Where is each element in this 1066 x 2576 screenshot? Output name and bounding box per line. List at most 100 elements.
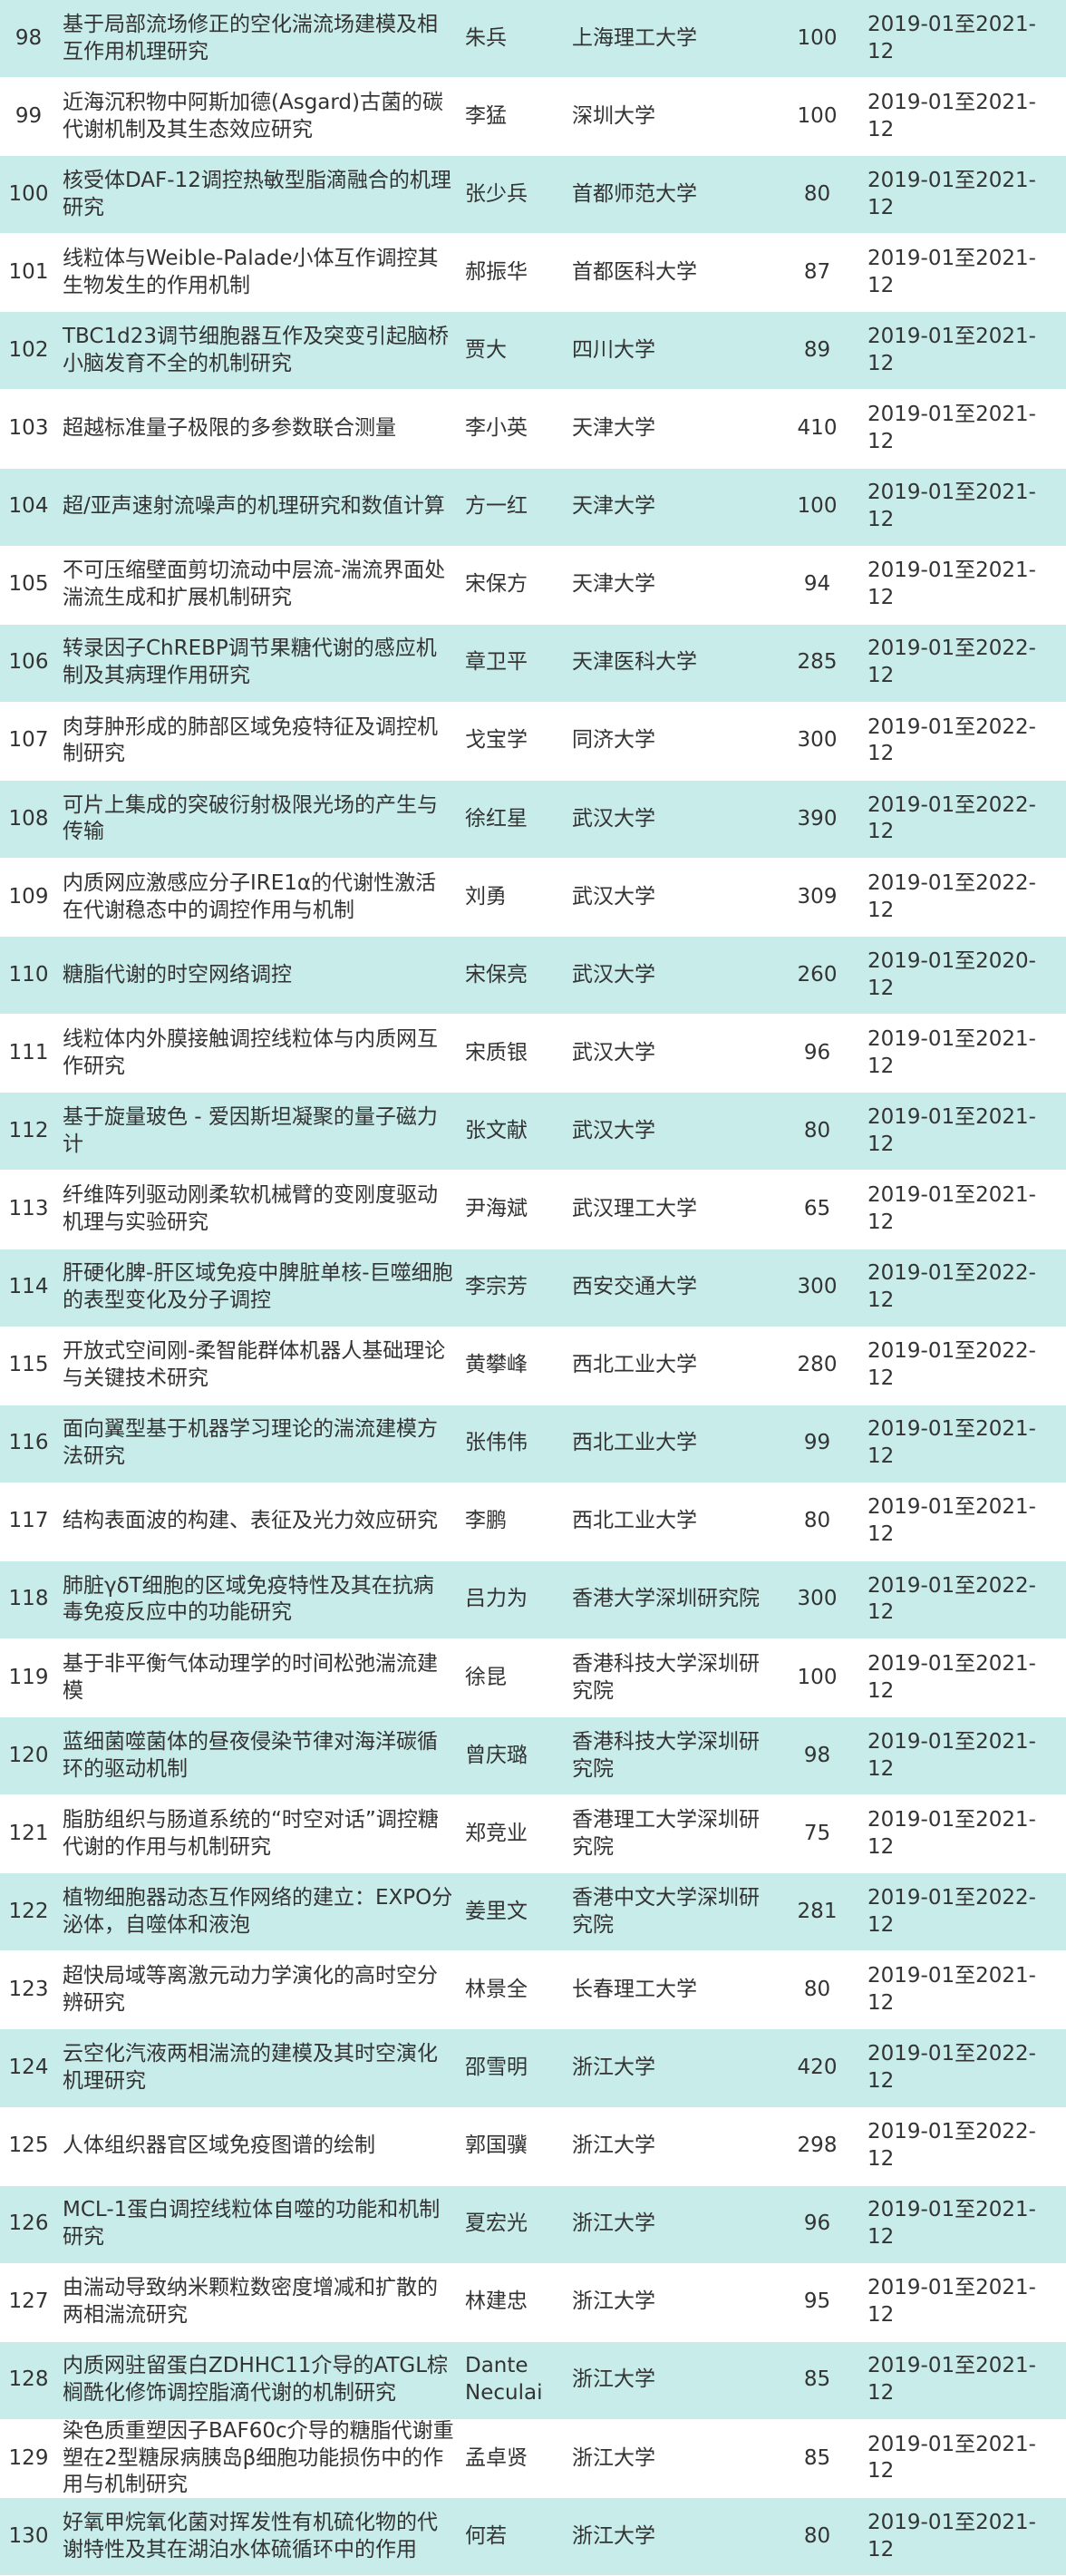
row-number: 98 [15, 25, 43, 50]
investigator: 林建忠 [465, 2289, 528, 2314]
project-title: 线粒体内外膜接触调控线粒体与内质网互作研究 [63, 1026, 438, 1078]
project-title: 基于旋量玻色 - 爱因斯坦凝聚的量子磁力计 [63, 1104, 438, 1156]
investigator: 郭国骥 [465, 2134, 528, 2158]
period: 2019-01至2022-12 [867, 1261, 1036, 1313]
investigator: 何若 [465, 2523, 507, 2548]
period: 2019-01至2021-12 [867, 168, 1036, 219]
period: 2019-01至2020-12 [867, 948, 1036, 1000]
row-number: 114 [8, 1275, 49, 1299]
project-title: 基于局部流场修正的空化湍流场建模及相互作用机理研究 [63, 12, 438, 63]
amount: 420 [797, 2056, 838, 2080]
table-row: 105 不可压缩壁面剪切流动中层流-湍流界面处湍流生成和扩展机制研究 宋保方 天津大学… [0, 547, 1066, 625]
investigator: 郑竞业 [465, 1821, 528, 1845]
project-title: 糖脂代谢的时空网络调控 [63, 962, 292, 987]
row-number: 100 [8, 181, 49, 206]
row-number: 117 [8, 1509, 49, 1533]
row-number: 106 [8, 650, 49, 675]
period: 2019-01至2021-12 [867, 2510, 1036, 2561]
table-row: 109 内质网应激感应分子IRE1α的代谢性激活在代谢稳态中的调控作用与机制 刘勇 武… [0, 859, 1066, 938]
row-number: 126 [8, 2211, 49, 2236]
table-row: 115 开放式空间刚-柔智能群体机器人基础理论与关键技术研究 黄攀峰 西北工业大学 28… [0, 1327, 1066, 1405]
investigator: 张伟伟 [465, 1431, 528, 1455]
row-number: 125 [8, 2134, 49, 2158]
institution: 深圳大学 [572, 103, 655, 128]
project-title: 超/亚声速射流噪声的机理研究和数值计算 [63, 494, 445, 519]
table-row: 103 超越标准量子极限的多参数联合测量 李小英 天津大学 410 2019-01至202… [0, 390, 1066, 469]
project-title: 人体组织器官区域免疫图谱的绘制 [63, 2134, 375, 2158]
period: 2019-01至2021-12 [867, 1729, 1036, 1781]
table-row: 129 染色质重塑因子BAF60c介导的糖脂代谢重塑在2型糖尿病胰岛β细胞功能损伤… [0, 2420, 1066, 2498]
row-number: 109 [8, 884, 49, 909]
project-title: 不可压缩壁面剪切流动中层流-湍流界面处湍流生成和扩展机制研究 [63, 559, 446, 610]
table-row: 118 肺脏γδT细胞的区域免疫特性及其在抗病毒免疫反应中的功能研究 吕力为 香港大学… [0, 1560, 1066, 1639]
amount: 96 [803, 1040, 831, 1064]
amount: 65 [803, 1197, 831, 1220]
project-title: 面向翼型基于机器学习理论的湍流建模方法研究 [63, 1417, 438, 1469]
investigator: 邵雪明 [465, 2056, 528, 2080]
amount: 85 [803, 2445, 831, 2470]
row-number: 108 [8, 806, 49, 831]
project-title: 内质网应激感应分子IRE1α的代谢性激活在代谢稳态中的调控作用与机制 [63, 870, 437, 922]
row-number: 121 [8, 1821, 49, 1845]
institution: 浙江大学 [572, 2056, 655, 2080]
institution: 香港中文大学深圳研究院 [572, 1885, 760, 1937]
table-row: 122 植物细胞器动态互作网络的建立：EXPO分泌体，自噬体和液泡 姜里文 香港中文大… [0, 1873, 1066, 1952]
amount: 94 [803, 572, 831, 597]
investigator: 李宗芳 [465, 1275, 528, 1299]
institution: 首都师范大学 [572, 181, 697, 206]
investigator: 宋质银 [465, 1040, 528, 1064]
row-number: 103 [8, 416, 49, 441]
period: 2019-01至2021-12 [867, 2198, 1036, 2250]
period: 2019-01至2022-12 [867, 870, 1036, 922]
institution: 香港科技大学深圳研究院 [572, 1729, 760, 1781]
table-row: 120 蓝细菌噬菌体的昼夜侵染节律对海洋碳循环的驱动机制 曾庆璐 香港科技大学深圳研究… [0, 1717, 1066, 1796]
table-row: 106 转录因子ChREBP调节果糖代谢的感应机制及其病理作用研究 章卫平 天津医科大… [0, 624, 1066, 703]
amount: 298 [797, 2134, 838, 2158]
table-row: 121 脂肪组织与肠道系统的“时空对话”调控糖代谢的作用与机制研究 郑竞业 香港理工大… [0, 1795, 1066, 1874]
row-number: 110 [8, 962, 49, 987]
project-title: 可片上集成的突破衍射极限光场的产生与传输 [63, 792, 438, 844]
period: 2019-01至2021-12 [867, 1183, 1036, 1234]
amount: 100 [797, 1665, 838, 1689]
investigator: Dante Neculai [465, 2354, 543, 2406]
project-title: 肺脏γδT细胞的区域免疫特性及其在抗病毒免疫反应中的功能研究 [63, 1573, 434, 1625]
period: 2019-01至2021-12 [867, 1104, 1036, 1156]
institution: 香港理工大学深圳研究院 [572, 1807, 760, 1859]
row-number: 111 [8, 1040, 49, 1064]
row-number: 119 [8, 1665, 49, 1689]
period: 2019-01至2021-12 [867, 1964, 1036, 2015]
row-number: 124 [8, 2056, 49, 2080]
period: 2019-01至2021-12 [867, 1495, 1036, 1547]
amount: 87 [803, 259, 831, 284]
row-number: 128 [8, 2367, 49, 2392]
row-number: 130 [8, 2523, 49, 2548]
table-row: 127 由湍动导致纳米颗粒数密度增减和扩散的两相湍流研究 林建忠 浙江大学 95 2019… [0, 2264, 1066, 2342]
table-row: 124 云空化汽液两相湍流的建模及其时空演化机理研究 邵雪明 浙江大学 420 2019-… [0, 2029, 1066, 2108]
project-title: 肉芽肿形成的肺部区域免疫特征及调控机制研究 [63, 714, 438, 766]
amount: 100 [797, 103, 838, 128]
institution: 上海理工大学 [572, 25, 697, 50]
institution: 武汉大学 [572, 884, 655, 909]
project-title: 内质网驻留蛋白ZDHHC11介导的ATGL棕榈酰化修饰调控脂滴代谢的机制研究 [63, 2354, 449, 2406]
institution: 香港科技大学深圳研究院 [572, 1651, 760, 1703]
table-row: 128 内质网驻留蛋白ZDHHC11介导的ATGL棕榈酰化修饰调控脂滴代谢的机制研… [0, 2341, 1066, 2420]
period: 2019-01至2021-12 [867, 2432, 1036, 2484]
amount: 80 [803, 1118, 831, 1142]
project-title: TBC1d23调节细胞器互作及突变引起脑桥小脑发育不全的机制研究 [63, 325, 449, 375]
investigator: 徐昆 [465, 1665, 507, 1689]
project-title: 开放式空间刚-柔智能群体机器人基础理论与关键技术研究 [63, 1339, 446, 1391]
institution: 浙江大学 [572, 2211, 655, 2236]
table-row: 126 MCL-1蛋白调控线粒体自噬的功能和机制研究 夏宏光 浙江大学 96 2019-0… [0, 2185, 1066, 2264]
institution: 武汉大学 [572, 1040, 655, 1064]
table-row: 116 面向翼型基于机器学习理论的湍流建模方法研究 张伟伟 西北工业大学 99 2019-… [0, 1405, 1066, 1483]
amount: 98 [803, 1743, 831, 1767]
period: 2019-01至2022-12 [867, 1339, 1036, 1391]
institution: 武汉大学 [572, 962, 655, 987]
table-row: 130 好氧甲烷氧化菌对挥发性有机硫化物的代谢特性及其在湖泊水体硫循环中的作用 何若… [0, 2498, 1066, 2576]
row-number: 107 [8, 728, 49, 753]
amount: 100 [797, 25, 838, 50]
amount: 85 [803, 2367, 831, 2392]
period: 2019-01至2021-12 [867, 2354, 1036, 2406]
investigator: 方一红 [465, 494, 528, 519]
